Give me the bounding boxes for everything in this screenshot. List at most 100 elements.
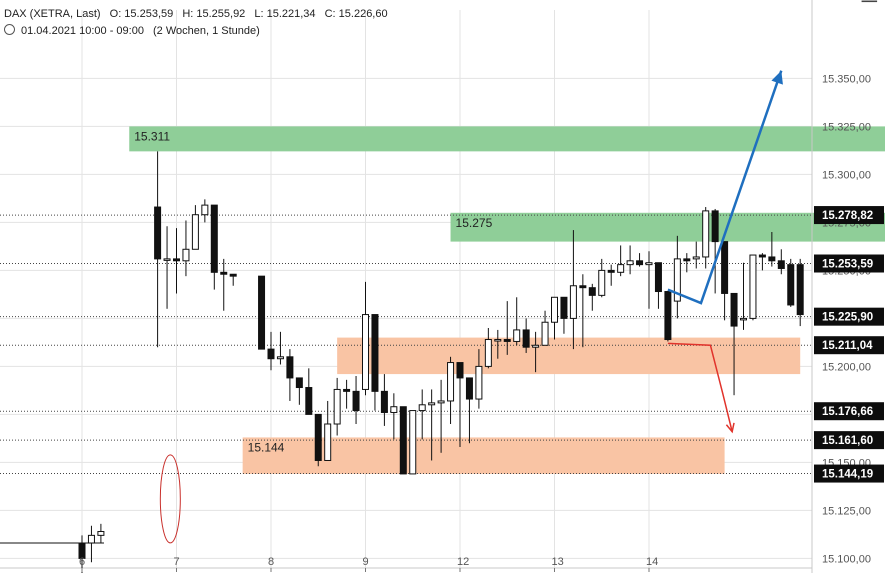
y-tick-label: 15.125,00 <box>822 505 871 517</box>
candle-body <box>721 241 729 294</box>
candle-body <box>787 264 795 306</box>
candle-body <box>560 296 568 319</box>
price-level-badge <box>814 336 884 355</box>
price-zone <box>450 212 885 242</box>
period-label: (2 Wochen, 1 Stunde) <box>153 25 260 37</box>
price-zone <box>242 437 725 474</box>
open-value: O: 15.253,59 <box>109 8 174 20</box>
price-level-badge <box>814 402 884 421</box>
candle-body <box>258 275 266 350</box>
candle-body <box>617 264 625 273</box>
candle-body <box>191 214 199 250</box>
candle-body <box>276 356 284 360</box>
candle-body <box>777 260 785 269</box>
candle-body <box>588 287 596 296</box>
y-tick-label: 15.200,00 <box>822 361 871 373</box>
range-label: 01.04.2021 10:00 - 09:00 <box>21 25 144 37</box>
candle-body <box>654 262 662 293</box>
window-menu-icon[interactable]: ▔▔ <box>861 2 877 13</box>
candle-body <box>740 317 747 321</box>
price-level-label: 15.278,82 <box>822 210 873 222</box>
candle-body <box>210 204 218 273</box>
candle-body <box>692 256 700 260</box>
candle-body <box>173 258 180 262</box>
candle-body <box>532 344 540 348</box>
x-tick-label: 14 <box>646 556 658 568</box>
candle-body <box>513 329 521 342</box>
candle-body <box>626 260 634 266</box>
candle-body <box>352 390 360 412</box>
candle-body <box>494 339 502 342</box>
candle-body <box>522 329 530 348</box>
candle-body <box>503 339 511 342</box>
x-tick-label: 13 <box>552 556 564 568</box>
candle-body <box>305 387 313 415</box>
candle-body <box>201 204 209 216</box>
candle-body <box>87 534 95 544</box>
candle-body <box>664 291 672 341</box>
candle-body <box>437 400 445 404</box>
candle-body <box>220 271 228 275</box>
candle-body <box>154 206 162 260</box>
high-value: H: 15.255,92 <box>182 8 246 20</box>
candle-body <box>683 258 691 262</box>
annotation-arrowhead <box>771 70 783 85</box>
candle-body <box>730 292 738 327</box>
y-tick-label: 15.300,00 <box>822 169 871 181</box>
price-level-badge <box>814 431 884 450</box>
candle-body <box>362 314 369 390</box>
candle-body <box>475 365 483 400</box>
candle-body <box>673 258 681 302</box>
candle-body <box>343 388 351 392</box>
candle-body <box>295 377 303 389</box>
annotation-arrow-line <box>667 342 733 432</box>
candle-body <box>484 339 492 367</box>
symbol-label: DAX (XETRA, Last) <box>4 8 101 20</box>
candle-body <box>380 390 388 413</box>
candle-body <box>551 296 558 323</box>
candle-body <box>796 264 804 316</box>
candle-body <box>636 260 644 266</box>
candle-body <box>749 254 757 319</box>
candle-body <box>163 258 171 261</box>
annotation-arrowhead <box>725 422 735 434</box>
x-tick-label: 12 <box>457 556 469 568</box>
candle-body <box>97 531 105 536</box>
y-tick-label: 15.100,00 <box>822 553 871 565</box>
candle-body <box>447 362 455 402</box>
annotation-ellipse <box>159 454 181 544</box>
candle-body <box>428 402 436 406</box>
candle-body <box>711 210 719 243</box>
annotation-arrow-line <box>667 70 783 305</box>
candle-body <box>286 356 294 379</box>
price-zone <box>337 337 801 375</box>
candle-body <box>324 423 332 461</box>
close-value: C: 15.226,60 <box>324 8 388 20</box>
price-level-label: 15.176,66 <box>822 406 873 418</box>
chart-header-ohlc: DAX (XETRA, Last) O: 15.253,59 H: 15.255… <box>4 8 394 20</box>
x-tick-label: 8 <box>268 556 274 568</box>
zone-label: 15.311 <box>134 129 170 143</box>
price-level-label: 15.225,90 <box>822 312 873 324</box>
price-level-label: 15.253,59 <box>822 259 873 271</box>
candle-body <box>541 321 549 346</box>
price-level-badge <box>814 206 884 225</box>
zone-label: 15.144 <box>248 440 285 454</box>
x-tick-label: 7 <box>174 556 180 568</box>
price-level-badge <box>814 307 884 326</box>
candle-body <box>333 388 341 425</box>
price-level-badge <box>814 254 884 273</box>
candle-body <box>768 256 776 262</box>
chart-header-range: 01.04.2021 10:00 - 09:00 (2 Wochen, 1 St… <box>4 24 266 37</box>
candle-body <box>456 362 464 379</box>
y-tick-label: 15.325,00 <box>822 121 871 133</box>
x-tick-label: 6 <box>79 556 85 568</box>
price-level-label: 15.144,19 <box>822 469 873 481</box>
x-tick-label: 9 <box>363 556 369 568</box>
candle-body <box>229 273 237 277</box>
price-level-label: 15.211,04 <box>822 340 873 352</box>
y-tick-label: 15.350,00 <box>822 73 871 85</box>
candle-body <box>702 210 710 258</box>
candle-body <box>409 410 417 475</box>
